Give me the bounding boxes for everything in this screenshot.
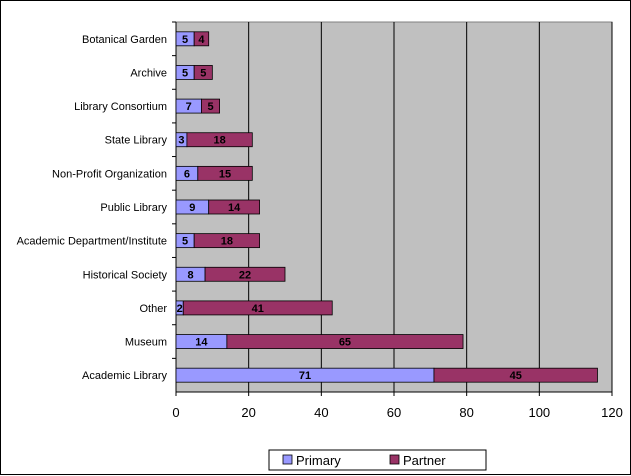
- bar-value-label: 22: [239, 269, 251, 281]
- category-label: Museum: [125, 337, 167, 349]
- bar-value-label: 9: [189, 202, 195, 214]
- x-tick-label: 120: [601, 405, 623, 420]
- bar-value-label: 8: [187, 269, 193, 281]
- bar-partner: [193, 233, 260, 249]
- bar-value-label: 2: [177, 303, 183, 315]
- legend-label-primary: Primary: [296, 453, 341, 468]
- bar-value-label: 41: [252, 303, 264, 315]
- category-label: Public Library: [100, 202, 167, 214]
- bar-value-label: 5: [182, 236, 188, 248]
- bar-value-label: 5: [182, 34, 188, 46]
- bar-value-label: 18: [213, 135, 225, 147]
- legend: [268, 449, 487, 471]
- bar-value-label: 5: [207, 101, 213, 113]
- legend-label-partner: Partner: [403, 453, 446, 468]
- bar-value-label: 18: [221, 236, 233, 248]
- bar-value-label: 45: [510, 370, 522, 382]
- bar-value-label: 14: [228, 202, 241, 214]
- category-label: Academic Library: [82, 370, 167, 382]
- legend-swatch-partner: [389, 454, 400, 465]
- bar-partner: [208, 199, 260, 215]
- category-label: Archive: [130, 67, 167, 79]
- category-label: Library Consortium: [74, 101, 167, 113]
- bar-value-label: 15: [219, 168, 231, 180]
- bar-partner: [204, 266, 286, 282]
- legend-swatch-primary: [282, 454, 293, 465]
- bar-partner: [201, 98, 221, 114]
- bar-partner: [433, 367, 598, 383]
- x-tick-label: 0: [172, 405, 179, 420]
- bar-value-label: 5: [200, 67, 206, 79]
- x-tick-label: 40: [314, 405, 328, 420]
- category-label: Academic Department/Institute: [17, 236, 167, 248]
- bar-value-label: 7: [186, 101, 192, 113]
- category-label: Other: [139, 303, 167, 315]
- x-tick-label: 100: [528, 405, 550, 420]
- category-label: State Library: [105, 135, 168, 147]
- bar-partner: [182, 300, 333, 316]
- bar-value-label: 3: [178, 135, 184, 147]
- bar-value-label: 5: [182, 67, 188, 79]
- bar-value-label: 71: [299, 370, 311, 382]
- bar-value-label: 65: [339, 337, 351, 349]
- x-tick-label: 60: [387, 405, 401, 420]
- category-label: Non-Profit Organization: [52, 168, 167, 180]
- bar-value-label: 14: [195, 337, 208, 349]
- bar-partner: [193, 65, 213, 80]
- bar-partner: [197, 165, 253, 181]
- category-label: Historical Society: [83, 269, 168, 281]
- bar-partner: [193, 31, 210, 47]
- category-label: Botanical Garden: [82, 34, 167, 46]
- x-tick-label: 80: [459, 405, 473, 420]
- bar-partner: [226, 334, 464, 349]
- bar-value-label: 4: [198, 34, 205, 46]
- bar-value-label: 6: [184, 168, 190, 180]
- x-tick-label: 20: [241, 405, 255, 420]
- bar-partner: [186, 132, 253, 148]
